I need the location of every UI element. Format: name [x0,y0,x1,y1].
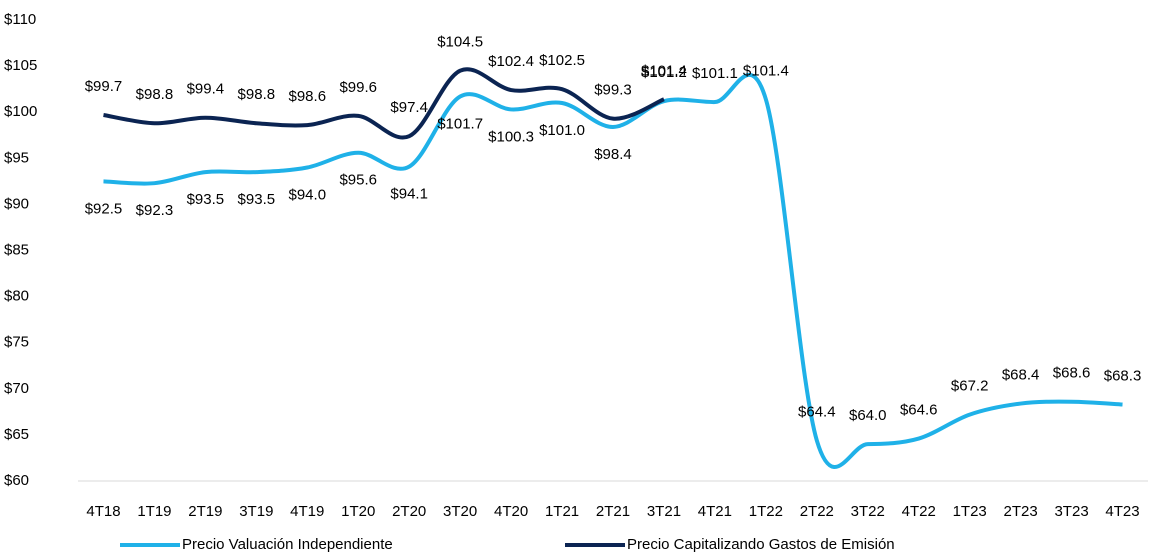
data-label: $92.3 [136,202,174,219]
x-tick-label: 2T21 [596,503,630,520]
y-tick-label: $95 [4,149,29,166]
data-label: $93.5 [238,191,276,208]
data-label: $67.2 [951,378,989,395]
data-label: $99.7 [85,78,123,95]
data-label: $104.5 [437,34,483,51]
data-label: $99.4 [187,81,225,98]
data-label: $101.7 [437,115,483,132]
x-tick-label: 4T21 [698,503,732,520]
y-tick-label: $60 [4,472,29,489]
data-label: $64.4 [798,403,836,420]
data-label: $94.1 [390,186,428,203]
x-tick-label: 4T20 [494,503,528,520]
x-tick-label: 4T19 [290,503,324,520]
data-label: $93.5 [187,191,225,208]
x-tick-label: 1T22 [749,503,783,520]
data-label: $101.2 [641,64,687,81]
legend-label: Precio Valuación Independiente [182,536,393,553]
data-label: $64.0 [849,407,887,424]
data-label: $98.6 [289,88,327,105]
data-label: $97.4 [390,99,428,116]
x-tick-label: 2T23 [1004,503,1038,520]
data-label: $95.6 [339,172,377,189]
data-label: $68.4 [1002,367,1040,384]
data-label: $100.3 [488,128,534,145]
x-tick-label: 2T20 [392,503,426,520]
data-label: $101.4 [641,62,687,79]
data-label: $98.8 [136,86,174,103]
x-tick-label: 1T19 [137,503,171,520]
data-label: $99.3 [594,82,632,99]
data-label: $101.0 [539,122,585,139]
series-line [103,67,665,140]
x-tick-label: 3T23 [1054,503,1088,520]
data-label: $94.0 [289,186,327,203]
x-tick-label: 4T23 [1105,503,1139,520]
x-tick-label: 3T22 [851,503,885,520]
series-line [103,72,1123,469]
data-label: $98.4 [594,146,632,163]
x-tick-label: 1T20 [341,503,375,520]
x-tick-label: 1T21 [545,503,579,520]
x-tick-label: 2T22 [800,503,834,520]
data-label: $102.4 [488,53,534,70]
y-tick-label: $80 [4,288,29,305]
data-label: $68.3 [1104,367,1142,384]
x-tick-label: 2T19 [188,503,222,520]
legend-label: Precio Capitalizando Gastos de Emisión [627,536,895,553]
x-tick-label: 4T18 [86,503,120,520]
data-label: $98.8 [238,86,276,103]
y-tick-label: $110 [4,11,36,28]
y-tick-label: $75 [4,334,29,351]
data-label: $102.5 [539,52,585,69]
x-tick-label: 4T22 [902,503,936,520]
x-tick-label: 3T21 [647,503,681,520]
y-tick-label: $90 [4,195,29,212]
y-tick-label: $65 [4,426,29,443]
data-label: $92.5 [85,200,123,217]
data-label: $101.1 [692,65,738,82]
data-label: $68.6 [1053,365,1091,382]
data-label: $99.6 [339,79,377,96]
data-label: $64.6 [900,402,938,419]
y-tick-label: $105 [4,57,37,74]
y-tick-label: $70 [4,380,29,397]
x-tick-label: 3T20 [443,503,477,520]
x-tick-label: 1T23 [953,503,987,520]
y-tick-label: $100 [4,103,37,120]
y-tick-label: $85 [4,241,29,258]
data-label: $101.4 [743,62,789,79]
x-tick-label: 3T19 [239,503,273,520]
